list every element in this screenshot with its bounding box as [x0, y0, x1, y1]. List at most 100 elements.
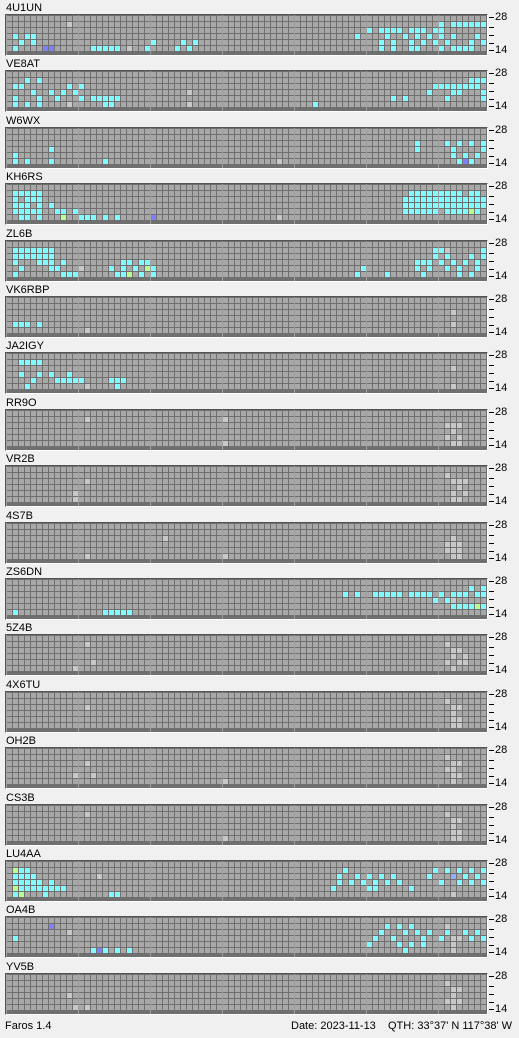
grid-cell: [313, 272, 318, 277]
grid-cell: [193, 209, 198, 214]
grid-cell: [337, 78, 342, 83]
grid-cell: [79, 16, 84, 21]
grid-cell: [79, 435, 84, 440]
grid-cell-hit: [13, 197, 18, 202]
grid-cell: [19, 28, 24, 33]
grid-cell: [193, 411, 198, 416]
grid-cell: [307, 260, 312, 265]
grid-cell: [151, 203, 156, 208]
grid-cell: [451, 248, 456, 253]
grid-cell: [307, 384, 312, 389]
grid-cell: [325, 417, 330, 422]
grid-cell: [277, 28, 282, 33]
grid-cell: [187, 384, 192, 389]
grid-cell-hit: [457, 159, 462, 164]
grid-cell: [277, 316, 282, 321]
grid-cell: [259, 316, 264, 321]
grid-cell: [397, 473, 402, 478]
grid-cell: [163, 384, 168, 389]
grid-cell: [79, 40, 84, 45]
grid-cell: [241, 328, 246, 333]
grid-cell: [175, 242, 180, 247]
grid-cell: [103, 147, 108, 152]
grid-cell: [391, 197, 396, 202]
grid-cell: [367, 316, 372, 321]
grid-cell: [403, 411, 408, 416]
grid-cell: [427, 46, 432, 51]
grid-cell: [109, 242, 114, 247]
grid-cell: [475, 129, 480, 134]
grid-cell: [313, 366, 318, 371]
grid-cell: [481, 467, 486, 472]
grid-cell: [55, 22, 60, 27]
grid-cell: [247, 248, 252, 253]
grid-cell: [211, 360, 216, 365]
grid-cell: [319, 141, 324, 146]
grid-cell: [457, 310, 462, 315]
grid-cell: [277, 141, 282, 146]
grid-cell: [313, 322, 318, 327]
grid-cell: [295, 360, 300, 365]
grid-cell: [229, 209, 234, 214]
grid-cell: [259, 203, 264, 208]
grid-cell: [133, 372, 138, 377]
grid-cell: [337, 135, 342, 140]
grid-cell-hit: [25, 360, 30, 365]
grid-cell: [331, 185, 336, 190]
hour-divider: [294, 241, 295, 281]
grid-cell: [109, 316, 114, 321]
grid-cell-hit: [463, 203, 468, 208]
grid-cell: [127, 16, 132, 21]
grid-cell: [271, 185, 276, 190]
hour-divider: [6, 353, 7, 393]
grid-cell: [61, 304, 66, 309]
grid-cell: [265, 46, 270, 51]
grid-cell: [151, 78, 156, 83]
grid-cell: [421, 16, 426, 21]
grid-cell: [169, 298, 174, 303]
grid-cell: [133, 197, 138, 202]
grid-cell: [7, 78, 12, 83]
grid-cell: [211, 203, 216, 208]
grid-cell: [373, 360, 378, 365]
grid-cell-hit: [25, 197, 30, 202]
grid-cell-hit: [43, 260, 48, 265]
grid-cell: [205, 378, 210, 383]
grid-cell: [319, 467, 324, 472]
grid-cell: [145, 322, 150, 327]
hour-divider: [150, 128, 151, 168]
grid-cell: [253, 40, 258, 45]
grid-cell-hit: [415, 141, 420, 146]
grid-cell: [403, 185, 408, 190]
grid-cell: [349, 203, 354, 208]
grid-cell: [319, 147, 324, 152]
grid-cell: [313, 310, 318, 315]
grid-cell: [373, 28, 378, 33]
grid-cell-hit: [475, 22, 480, 27]
grid-cell-hit: [127, 272, 132, 277]
grid-cell: [397, 366, 402, 371]
grid-cell-hit: [55, 96, 60, 101]
grid-cell-hit: [109, 102, 114, 107]
grid-cell: [469, 310, 474, 315]
grid-cell: [175, 435, 180, 440]
grid-cell: [349, 84, 354, 89]
grid-cell-hit: [151, 266, 156, 271]
grid-cell: [271, 215, 276, 220]
grid-cell: [169, 153, 174, 158]
grid-cell: [301, 72, 306, 77]
grid-cell: [253, 209, 258, 214]
band-scale: 28 14: [489, 181, 519, 225]
grid-cell: [109, 467, 114, 472]
grid-cell: [205, 322, 210, 327]
grid-cell: [259, 354, 264, 359]
grid-cell: [283, 102, 288, 107]
grid-cell: [37, 135, 42, 140]
grid-cell: [187, 298, 192, 303]
grid-cell: [85, 378, 90, 383]
grid-cell: [283, 441, 288, 446]
grid-cell: [361, 360, 366, 365]
grid-cell: [211, 328, 216, 333]
grid-cell-hit: [19, 191, 24, 196]
grid-cell: [343, 322, 348, 327]
